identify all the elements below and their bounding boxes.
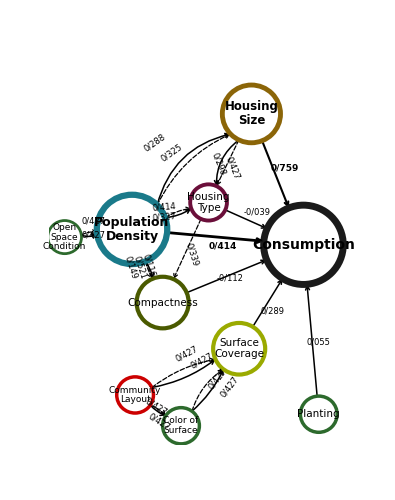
Text: 0/289: 0/289 bbox=[261, 306, 285, 316]
FancyArrowPatch shape bbox=[192, 371, 223, 411]
Text: 0/149: 0/149 bbox=[124, 254, 139, 280]
Text: 0/327: 0/327 bbox=[152, 212, 177, 222]
FancyArrowPatch shape bbox=[157, 134, 229, 205]
FancyArrowPatch shape bbox=[150, 405, 165, 414]
FancyArrowPatch shape bbox=[145, 262, 152, 278]
Text: 0/427: 0/427 bbox=[147, 412, 171, 432]
FancyArrowPatch shape bbox=[225, 210, 265, 228]
Text: -0/112: -0/112 bbox=[216, 273, 243, 282]
FancyArrowPatch shape bbox=[152, 360, 214, 388]
FancyArrowPatch shape bbox=[217, 140, 239, 185]
Text: 0/325: 0/325 bbox=[160, 142, 184, 163]
FancyArrowPatch shape bbox=[192, 370, 222, 411]
FancyArrowPatch shape bbox=[167, 232, 261, 242]
Text: Consumption: Consumption bbox=[252, 238, 355, 252]
Text: 0/759: 0/759 bbox=[271, 164, 299, 172]
Text: 0/427: 0/427 bbox=[81, 230, 105, 239]
Text: Housing
Size: Housing Size bbox=[224, 100, 278, 128]
Text: Surface
Coverage: Surface Coverage bbox=[214, 338, 264, 359]
Text: 0/298: 0/298 bbox=[210, 151, 227, 177]
Text: 0/427: 0/427 bbox=[224, 155, 241, 180]
Text: Open
Space
Condition: Open Space Condition bbox=[43, 223, 87, 252]
Text: 0/427: 0/427 bbox=[189, 352, 214, 370]
Text: 0/414: 0/414 bbox=[208, 241, 237, 250]
FancyArrowPatch shape bbox=[81, 234, 96, 238]
Text: Community
Layout: Community Layout bbox=[109, 386, 161, 404]
FancyArrowPatch shape bbox=[150, 405, 164, 415]
Text: -0/039: -0/039 bbox=[244, 208, 271, 216]
FancyArrowPatch shape bbox=[253, 280, 282, 327]
Text: 0/427: 0/427 bbox=[206, 366, 228, 391]
Text: 0/116: 0/116 bbox=[141, 253, 157, 279]
FancyArrowPatch shape bbox=[81, 230, 96, 235]
FancyArrowPatch shape bbox=[174, 219, 201, 278]
Text: 0/427: 0/427 bbox=[175, 344, 200, 363]
Text: 0/427: 0/427 bbox=[81, 216, 105, 226]
Ellipse shape bbox=[300, 396, 337, 432]
Text: 0/288: 0/288 bbox=[143, 132, 167, 154]
Ellipse shape bbox=[163, 408, 199, 444]
FancyArrowPatch shape bbox=[306, 286, 317, 396]
Text: Housing
Type: Housing Type bbox=[187, 192, 230, 213]
FancyArrowPatch shape bbox=[165, 207, 190, 218]
Ellipse shape bbox=[190, 184, 227, 220]
Text: Planting: Planting bbox=[297, 409, 340, 419]
FancyArrowPatch shape bbox=[157, 134, 229, 205]
Ellipse shape bbox=[97, 194, 167, 264]
Ellipse shape bbox=[117, 377, 153, 413]
Text: 0/414: 0/414 bbox=[152, 202, 177, 213]
Text: 0/055: 0/055 bbox=[307, 338, 331, 346]
Ellipse shape bbox=[137, 277, 189, 328]
Text: Population
Density: Population Density bbox=[94, 216, 170, 243]
Text: 0/427: 0/427 bbox=[143, 397, 169, 417]
Text: Compactness: Compactness bbox=[127, 298, 198, 308]
Text: 0/521: 0/521 bbox=[132, 254, 148, 280]
FancyArrowPatch shape bbox=[145, 262, 154, 277]
FancyArrowPatch shape bbox=[187, 260, 265, 292]
Text: Color of
Surface: Color of Surface bbox=[164, 416, 199, 435]
FancyArrowPatch shape bbox=[262, 141, 288, 206]
Ellipse shape bbox=[222, 85, 280, 143]
Ellipse shape bbox=[48, 220, 81, 254]
Ellipse shape bbox=[264, 205, 343, 284]
Ellipse shape bbox=[213, 323, 265, 374]
FancyArrowPatch shape bbox=[152, 358, 214, 388]
Text: 0/339: 0/339 bbox=[184, 242, 200, 268]
Text: 0/427: 0/427 bbox=[219, 374, 241, 398]
FancyArrowPatch shape bbox=[214, 140, 239, 184]
FancyArrowPatch shape bbox=[165, 210, 190, 218]
